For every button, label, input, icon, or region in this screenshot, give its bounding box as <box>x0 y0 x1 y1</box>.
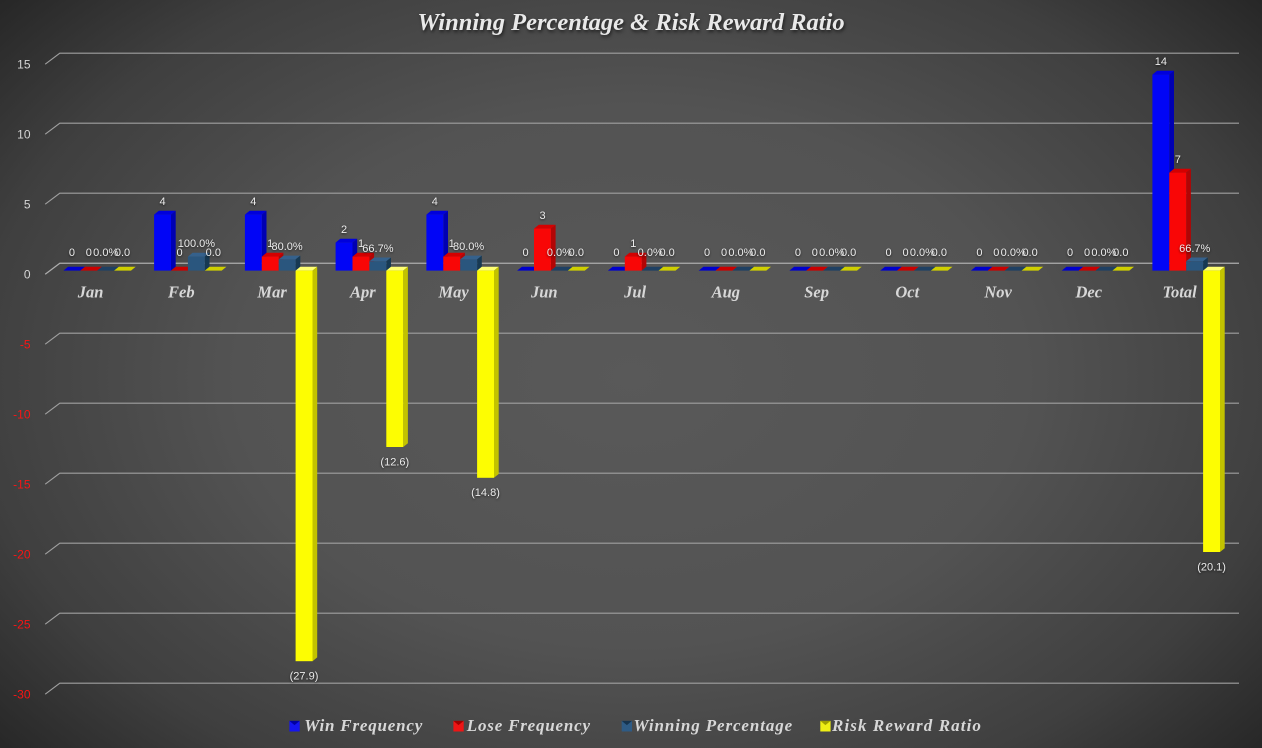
svg-text:1: 1 <box>630 238 636 250</box>
svg-text:15: 15 <box>17 58 31 72</box>
svg-text:0.0%: 0.0% <box>910 247 935 259</box>
svg-text:0: 0 <box>86 247 92 259</box>
svg-text:1: 1 <box>449 238 455 250</box>
svg-text:10: 10 <box>17 128 31 142</box>
svg-text:-10: -10 <box>13 408 31 422</box>
svg-text:0: 0 <box>1067 247 1073 259</box>
svg-text:0: 0 <box>902 247 908 259</box>
svg-text:(20.1): (20.1) <box>1197 561 1226 573</box>
svg-text:May: May <box>437 283 469 302</box>
svg-text:Dec: Dec <box>1075 283 1103 302</box>
svg-text:4: 4 <box>250 196 256 208</box>
svg-text:0.0: 0.0 <box>569 247 584 259</box>
svg-text:Feb: Feb <box>167 283 195 302</box>
svg-text:-20: -20 <box>13 548 31 562</box>
svg-text:Nov: Nov <box>983 283 1012 302</box>
svg-text:0.0: 0.0 <box>750 247 765 259</box>
svg-text:3: 3 <box>539 210 545 222</box>
svg-text:(12.6): (12.6) <box>380 456 409 468</box>
svg-text:Win Frequency: Win Frequency <box>304 716 423 735</box>
svg-text:0: 0 <box>795 247 801 259</box>
svg-text:100.0%: 100.0% <box>178 238 216 250</box>
svg-text:0: 0 <box>24 268 31 282</box>
svg-text:0.0: 0.0 <box>115 247 130 259</box>
svg-text:0: 0 <box>886 247 892 259</box>
svg-text:Mar: Mar <box>256 283 287 302</box>
svg-text:0.0%: 0.0% <box>728 247 753 259</box>
svg-text:0: 0 <box>1084 247 1090 259</box>
svg-text:Jul: Jul <box>623 283 646 302</box>
svg-text:0: 0 <box>976 247 982 259</box>
svg-text:0: 0 <box>721 247 727 259</box>
svg-text:0.0%: 0.0% <box>1091 247 1116 259</box>
svg-text:(14.8): (14.8) <box>471 487 500 499</box>
svg-text:0: 0 <box>69 247 75 259</box>
svg-text:0.0: 0.0 <box>206 247 221 259</box>
svg-text:-30: -30 <box>13 688 31 702</box>
svg-text:0: 0 <box>523 247 529 259</box>
svg-text:0: 0 <box>993 247 999 259</box>
svg-text:66.7%: 66.7% <box>1179 243 1210 255</box>
svg-text:Oct: Oct <box>895 283 919 302</box>
svg-text:80.0%: 80.0% <box>271 241 302 253</box>
svg-text:Jan: Jan <box>77 283 104 302</box>
svg-text:0.0%: 0.0% <box>547 247 572 259</box>
svg-text:Winning Percentage: Winning Percentage <box>634 716 794 735</box>
svg-text:Apr: Apr <box>349 283 376 302</box>
svg-text:0.0: 0.0 <box>1113 247 1128 259</box>
svg-text:0.0%: 0.0% <box>819 247 844 259</box>
svg-text:-15: -15 <box>13 478 31 492</box>
svg-text:4: 4 <box>432 196 438 208</box>
svg-text:0.0%: 0.0% <box>93 247 118 259</box>
svg-text:0.0: 0.0 <box>659 247 674 259</box>
svg-text:Winning Percentage & Risk Rewa: Winning Percentage & Risk Reward Ratio <box>417 9 844 36</box>
svg-text:0.0%: 0.0% <box>1001 247 1026 259</box>
svg-text:Risk Reward Ratio: Risk Reward Ratio <box>831 716 982 735</box>
svg-text:-25: -25 <box>13 618 31 632</box>
svg-text:80.0%: 80.0% <box>453 241 484 253</box>
svg-text:0.0: 0.0 <box>932 247 947 259</box>
svg-text:0: 0 <box>613 247 619 259</box>
svg-text:Lose Frequency: Lose Frequency <box>466 716 591 735</box>
svg-text:5: 5 <box>24 198 31 212</box>
svg-text:Sep: Sep <box>804 283 829 302</box>
svg-text:Total: Total <box>1162 283 1197 302</box>
svg-text:Aug: Aug <box>711 283 740 302</box>
svg-text:0.0: 0.0 <box>841 247 856 259</box>
svg-text:0.0: 0.0 <box>1022 247 1037 259</box>
svg-text:1: 1 <box>267 238 273 250</box>
svg-text:0.0%: 0.0% <box>638 247 663 259</box>
svg-text:0: 0 <box>704 247 710 259</box>
svg-text:1: 1 <box>358 238 364 250</box>
svg-text:0: 0 <box>176 247 182 259</box>
svg-text:-5: -5 <box>20 338 31 352</box>
svg-text:4: 4 <box>160 196 166 208</box>
svg-text:7: 7 <box>1175 154 1181 166</box>
svg-text:Jun: Jun <box>530 283 558 302</box>
svg-text:2: 2 <box>341 224 347 236</box>
svg-text:(27.9): (27.9) <box>290 671 319 683</box>
svg-text:14: 14 <box>1155 56 1167 68</box>
svg-text:66.7%: 66.7% <box>362 243 393 255</box>
svg-text:0: 0 <box>812 247 818 259</box>
